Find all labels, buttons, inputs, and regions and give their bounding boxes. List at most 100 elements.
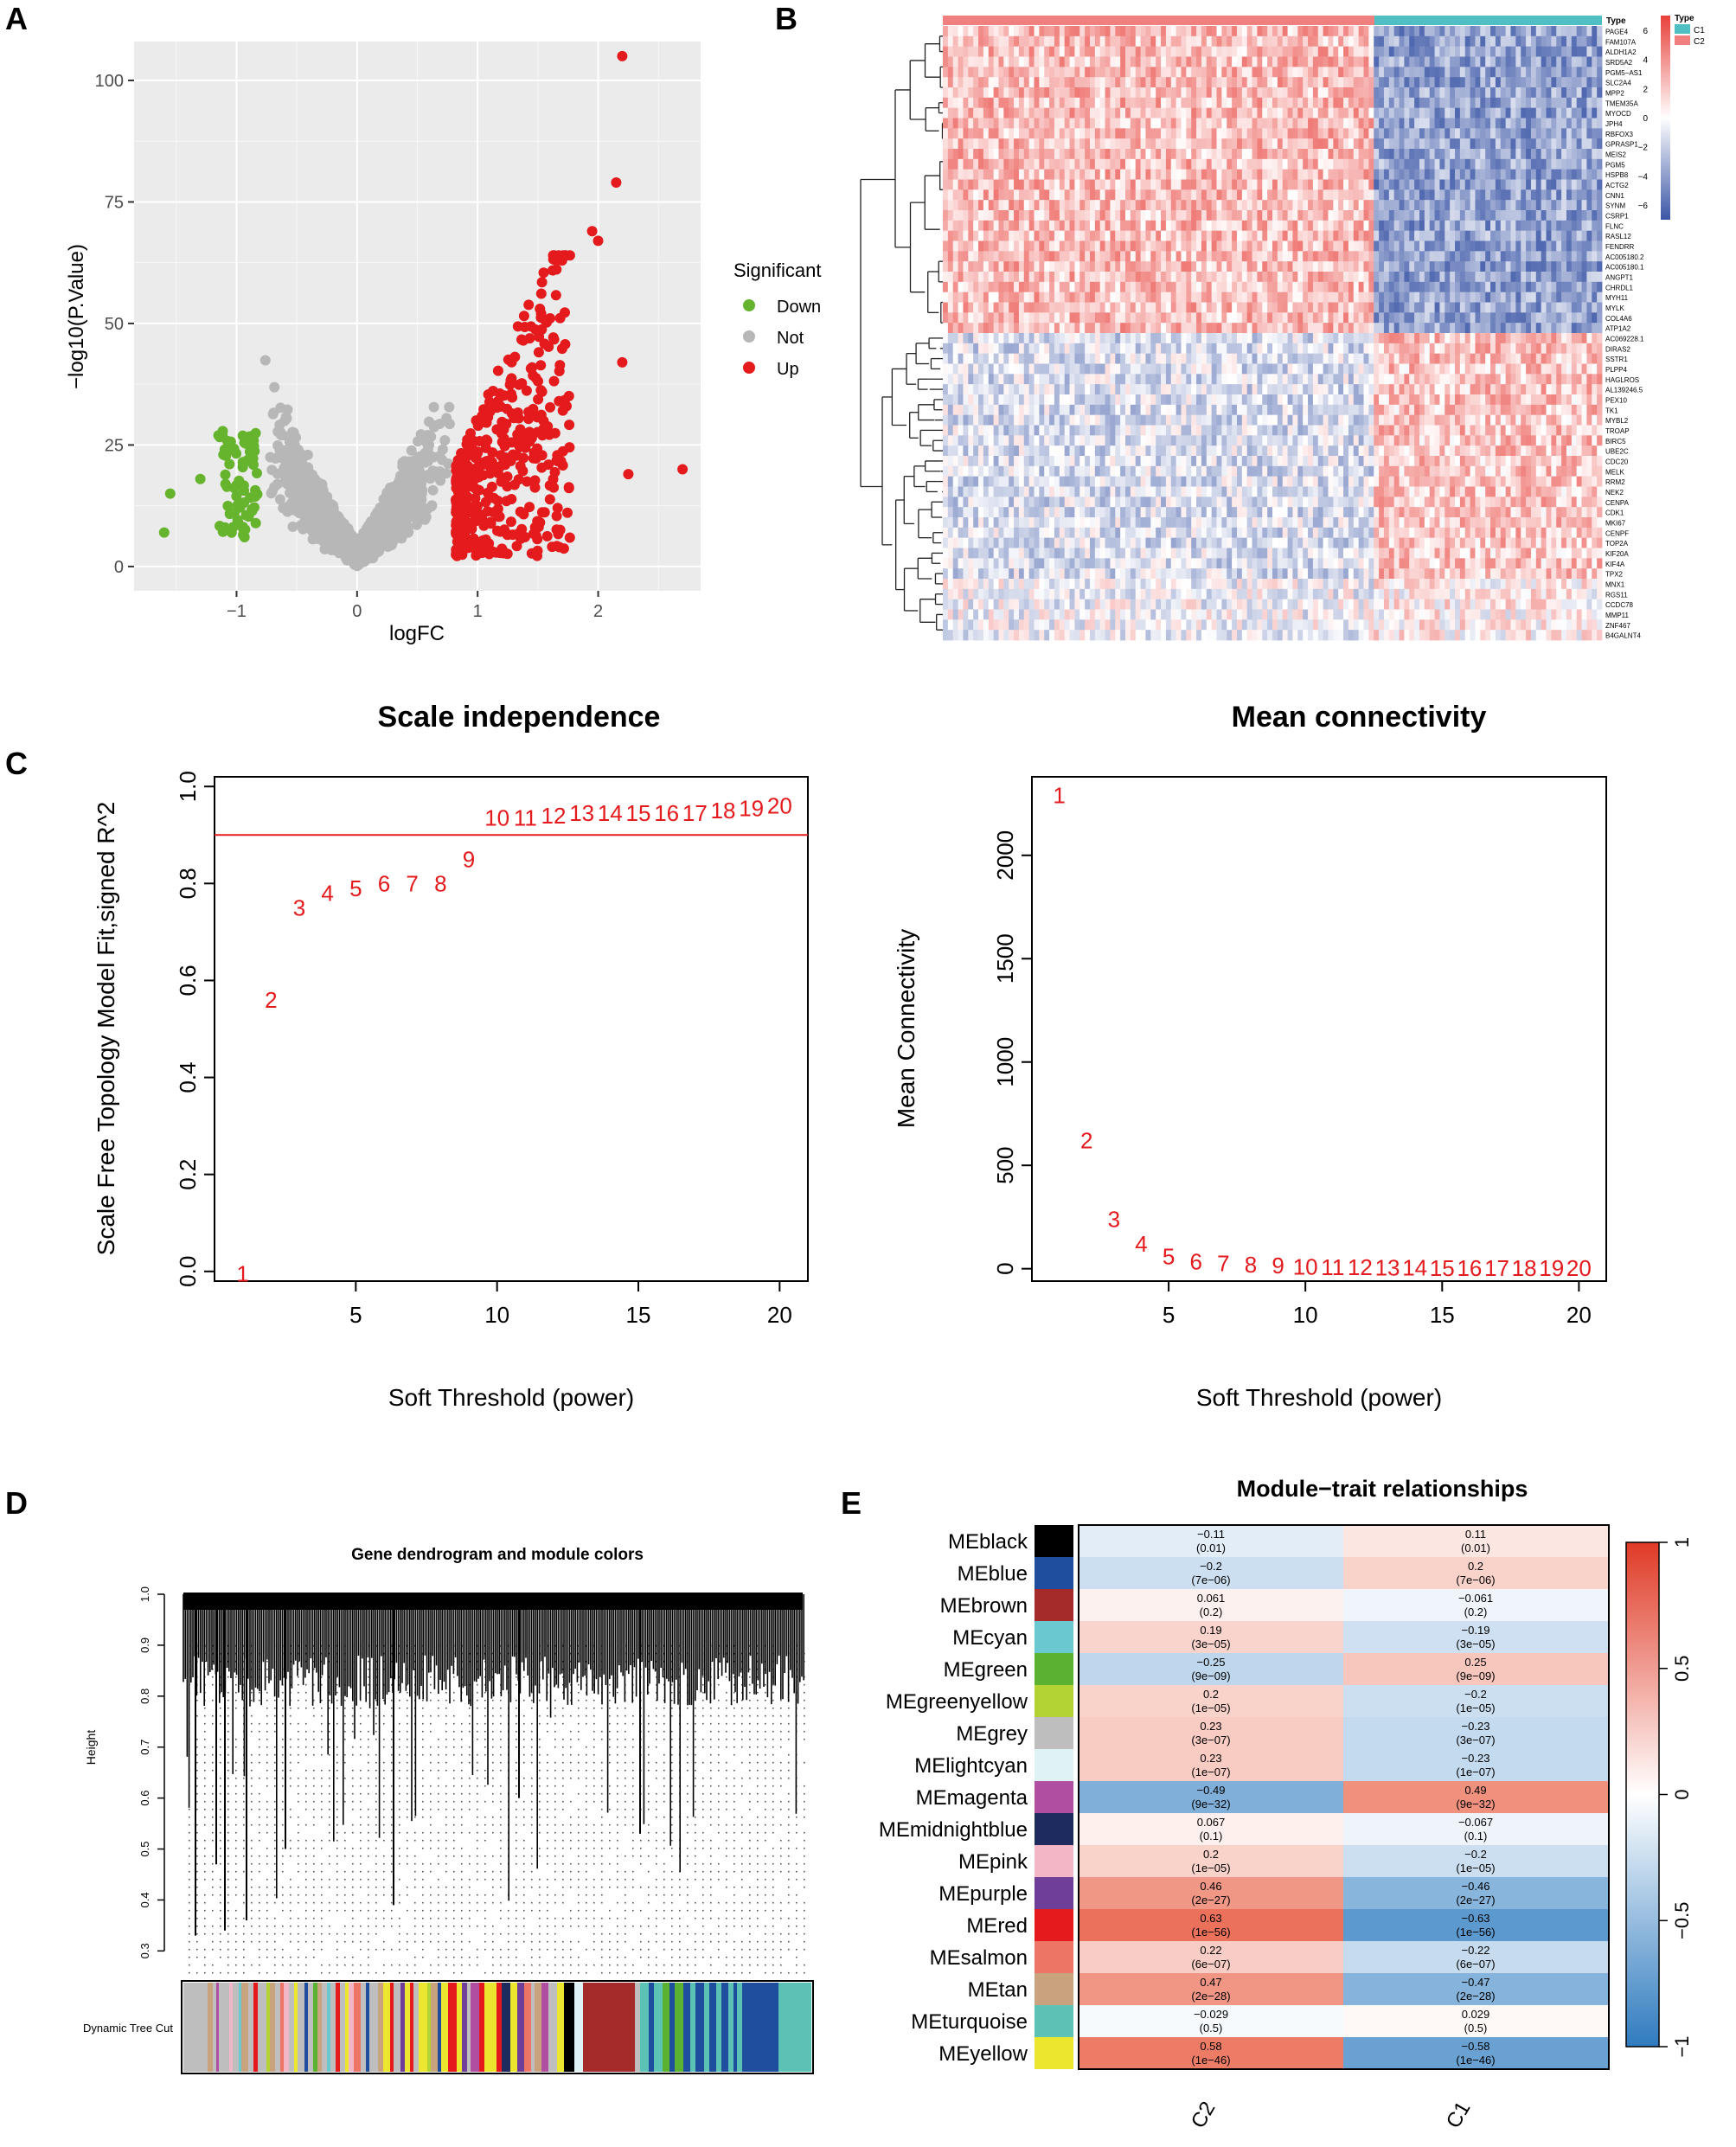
heatmap-cell xyxy=(958,138,964,150)
heatmap-cell xyxy=(1521,138,1527,150)
heatmap-cell xyxy=(1328,35,1334,48)
heatmap-cell xyxy=(1009,56,1015,67)
heatmap-cell xyxy=(1161,118,1167,129)
heatmap-cell xyxy=(952,26,958,37)
heatmap-cell xyxy=(1115,35,1121,48)
heatmap-cell xyxy=(1252,138,1258,150)
heatmap-cell xyxy=(1135,77,1141,88)
heatmap-cell xyxy=(1388,107,1395,119)
heatmap-cell xyxy=(1581,138,1587,150)
heatmap-cell xyxy=(1399,87,1405,99)
heatmap-cell xyxy=(1485,35,1491,48)
heatmap-cell xyxy=(952,87,958,99)
not-point xyxy=(282,404,293,415)
heatmap-cell xyxy=(1181,35,1187,48)
heatmap-cell xyxy=(1257,138,1263,150)
heatmap-cell xyxy=(1085,149,1091,160)
heatmap-cell xyxy=(1130,46,1137,57)
heatmap-cell xyxy=(1480,138,1486,150)
not-point xyxy=(440,468,452,479)
heatmap-cell xyxy=(1125,87,1131,99)
heatmap-cell xyxy=(1445,56,1451,67)
heatmap-cell xyxy=(1571,77,1578,88)
panel-label-a: A xyxy=(5,1,28,36)
heatmap-cell xyxy=(1450,46,1456,57)
heatmap-cell xyxy=(1094,107,1101,119)
heatmap-cell xyxy=(1236,56,1243,67)
heatmap-cell xyxy=(1297,67,1304,78)
heatmap-cell xyxy=(1404,87,1410,99)
heatmap-cell xyxy=(1505,56,1511,67)
heatmap-cell xyxy=(1115,56,1121,67)
up-point xyxy=(593,235,604,247)
heatmap-cell xyxy=(1439,138,1445,150)
heatmap-cell xyxy=(1241,107,1248,119)
heatmap-cell xyxy=(1404,138,1410,150)
heatmap-cell xyxy=(1246,138,1252,150)
heatmap-cell xyxy=(1338,118,1344,129)
heatmap-cell xyxy=(1551,118,1557,129)
heatmap-cell xyxy=(1343,67,1349,78)
up-point xyxy=(518,452,529,464)
heatmap-cell xyxy=(1272,67,1278,78)
up-point xyxy=(560,307,570,318)
heatmap-cell xyxy=(1521,26,1527,37)
heatmap-cell xyxy=(1292,87,1298,99)
heatmap-cell xyxy=(1297,97,1304,109)
heatmap-cell xyxy=(1495,107,1502,119)
heatmap-cell xyxy=(1110,149,1116,160)
heatmap-cell xyxy=(1424,26,1431,37)
y-tick-label: 0 xyxy=(114,558,124,577)
heatmap-cell xyxy=(1186,97,1192,109)
heatmap-cell xyxy=(1561,35,1567,48)
heatmap-cell xyxy=(1282,107,1288,119)
heatmap-cell xyxy=(1490,128,1496,139)
heatmap-cell xyxy=(1064,67,1070,78)
heatmap-cell xyxy=(1445,138,1451,150)
heatmap-cell xyxy=(1323,128,1329,139)
heatmap-cell xyxy=(1246,56,1252,67)
heatmap-cell xyxy=(988,149,995,160)
heatmap-cell xyxy=(978,87,984,99)
heatmap-cell xyxy=(1028,87,1035,99)
heatmap-cell xyxy=(1059,67,1066,78)
not-point xyxy=(334,542,345,554)
heatmap-cell xyxy=(943,107,949,119)
heatmap-cell xyxy=(1064,107,1070,119)
heatmap-cell xyxy=(1586,87,1592,99)
heatmap-cell xyxy=(1383,107,1390,119)
heatmap-cell xyxy=(1541,46,1547,57)
heatmap-cell xyxy=(988,26,995,37)
heatmap-cell xyxy=(1353,138,1360,150)
heatmap-cell xyxy=(1009,128,1015,139)
heatmap-cell xyxy=(1455,77,1461,88)
heatmap-cell xyxy=(1303,46,1309,57)
heatmap-cell xyxy=(943,67,949,78)
heatmap-cell xyxy=(1333,128,1339,139)
heatmap-cell xyxy=(1252,46,1258,57)
heatmap-cell xyxy=(1353,107,1360,119)
heatmap-cell xyxy=(973,118,979,129)
heatmap-cell xyxy=(1459,46,1466,57)
heatmap-cell xyxy=(1277,128,1284,139)
heatmap-cell xyxy=(1495,97,1502,109)
heatmap-cell xyxy=(1170,46,1177,57)
heatmap-cell xyxy=(1535,35,1542,48)
heatmap-cell xyxy=(1414,67,1420,78)
heatmap-cell xyxy=(952,128,958,139)
heatmap-cell xyxy=(1064,87,1070,99)
heatmap-cell xyxy=(1094,128,1101,139)
x-tick-label: 2 xyxy=(593,602,603,621)
heatmap-cell xyxy=(1424,77,1431,88)
heatmap-cell xyxy=(1165,87,1172,99)
heatmap-cell xyxy=(1044,77,1050,88)
heatmap-cell xyxy=(1196,35,1202,48)
up-point xyxy=(543,459,554,471)
heatmap-cell xyxy=(1059,46,1066,57)
heatmap-cell xyxy=(1328,138,1334,150)
up-point xyxy=(483,389,494,400)
up-point xyxy=(502,471,513,482)
heatmap-cell xyxy=(1409,46,1415,57)
heatmap-cell xyxy=(1419,128,1425,139)
heatmap-cell xyxy=(1130,149,1137,160)
